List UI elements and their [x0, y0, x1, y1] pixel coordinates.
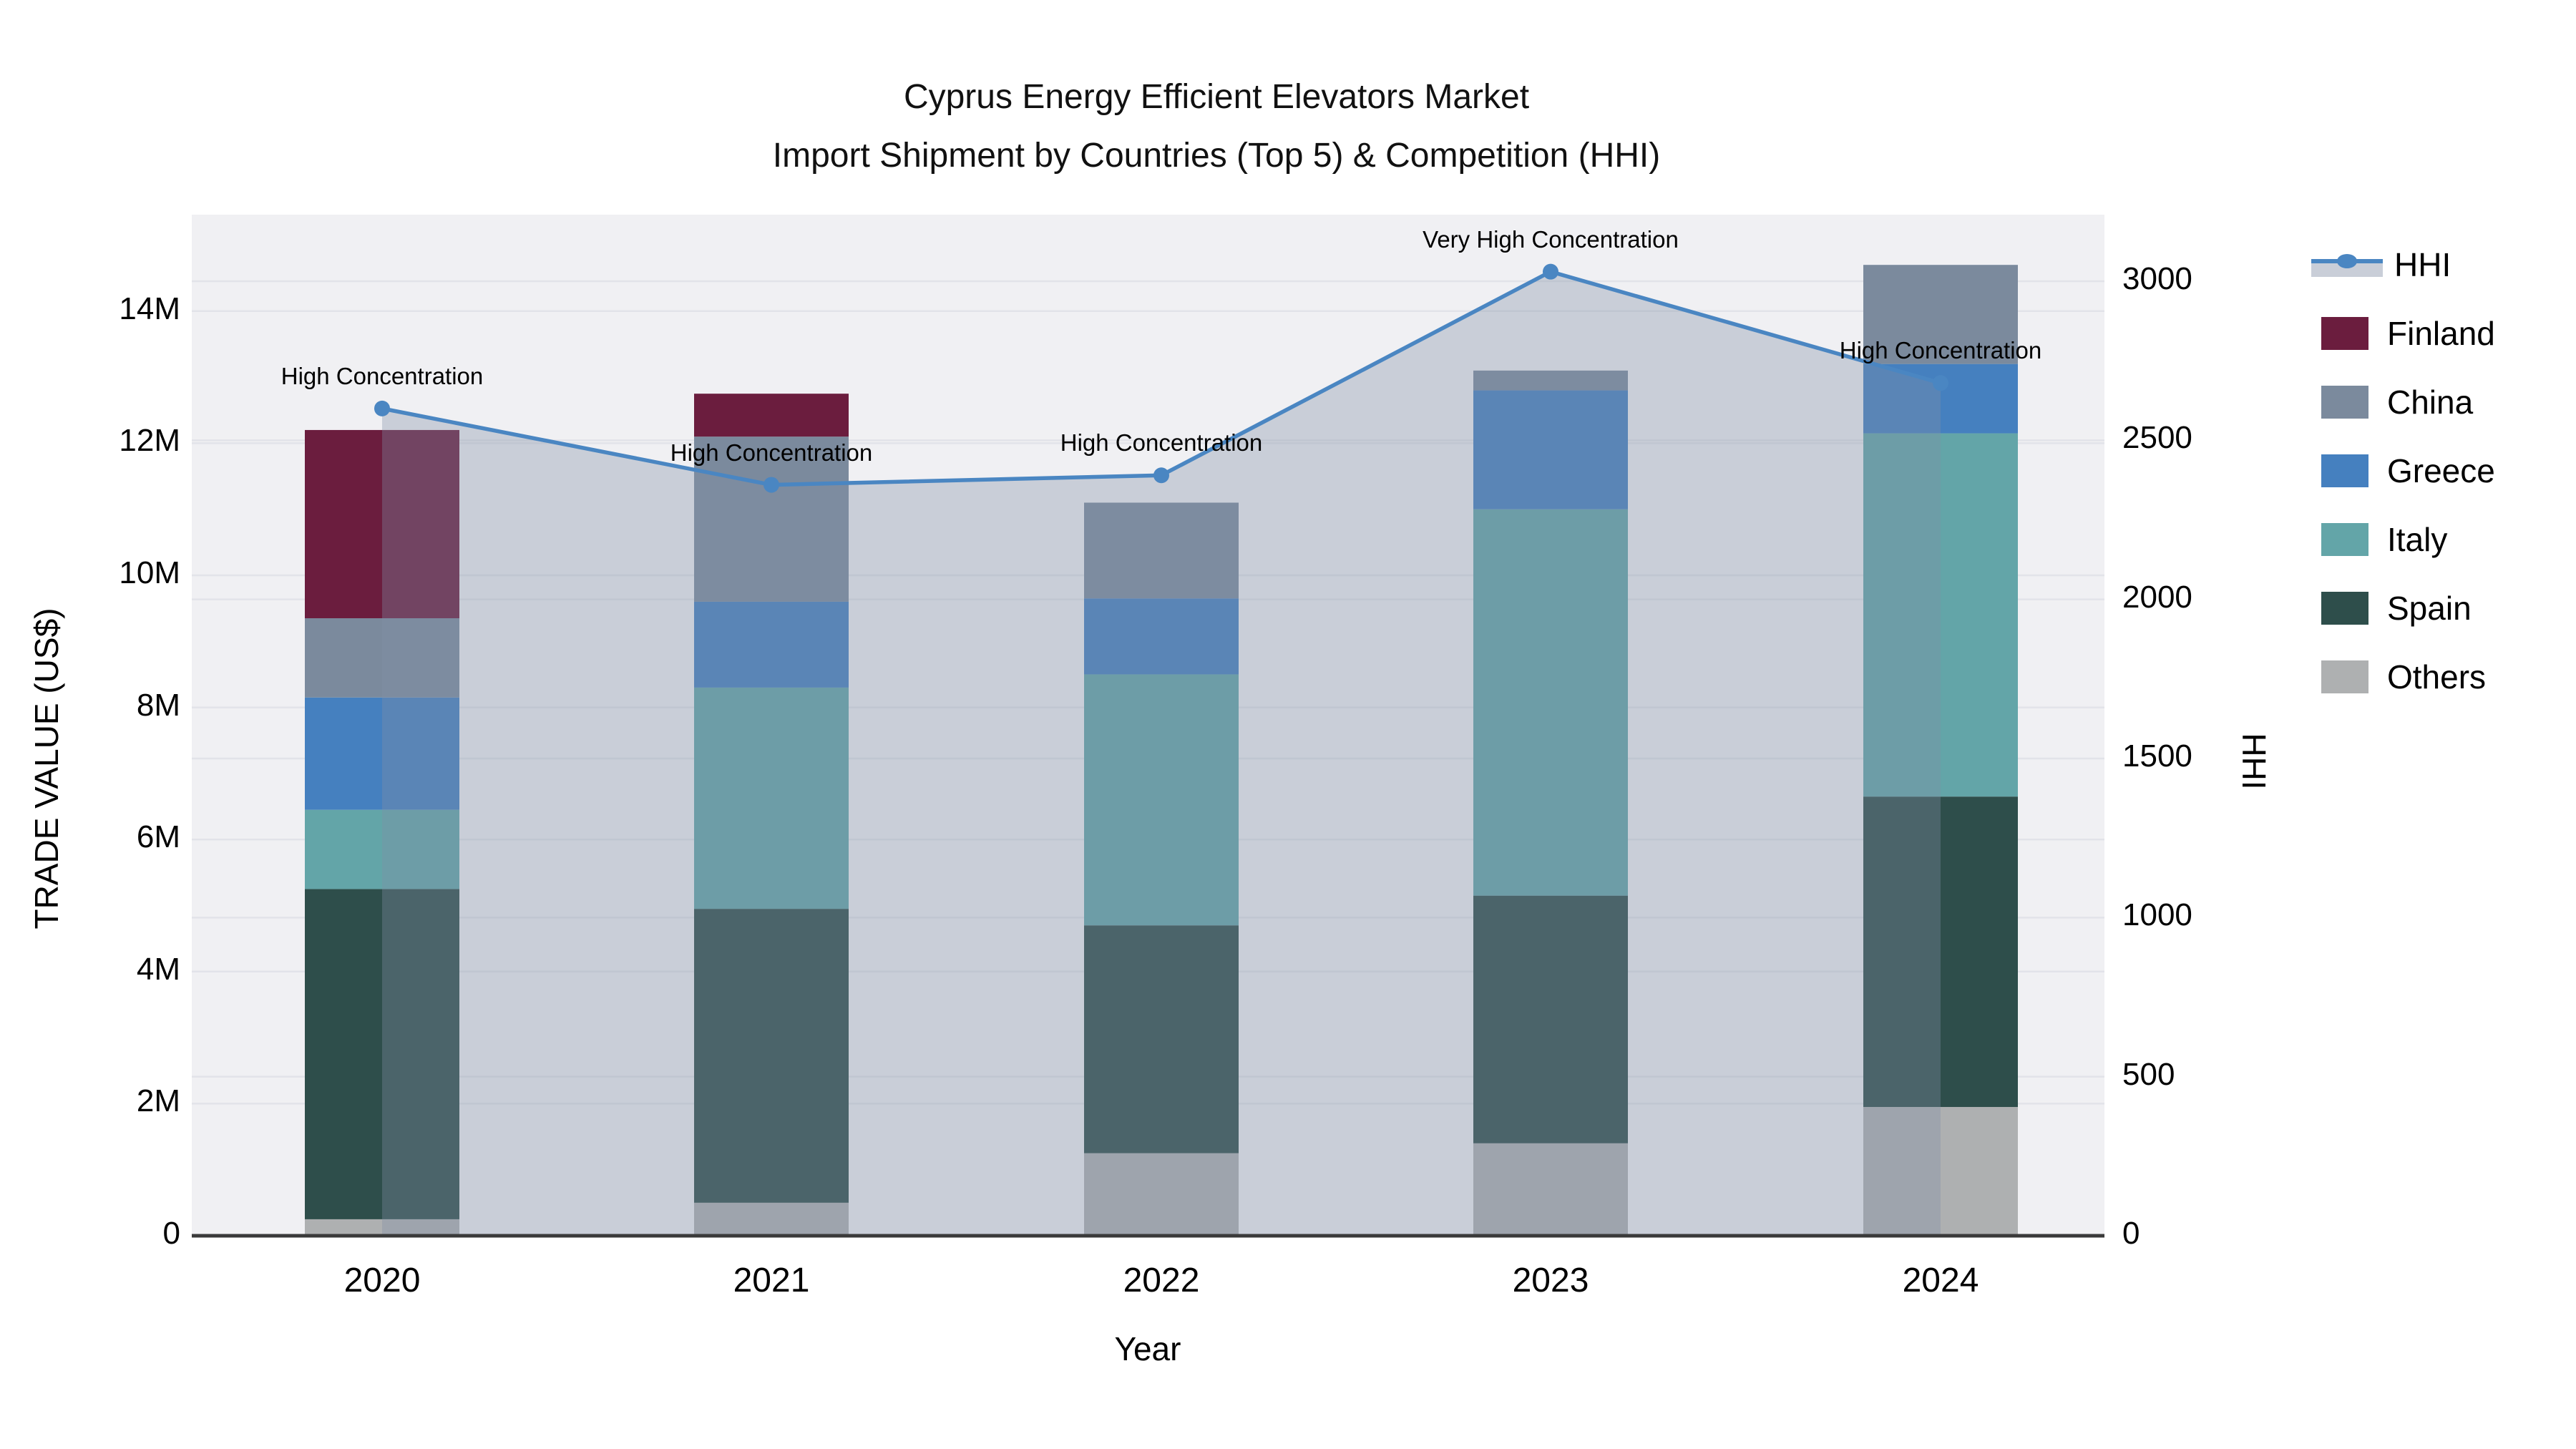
hhi-area — [382, 271, 1941, 1236]
italy-swatch-icon — [2321, 523, 2368, 556]
y-right-tick-2500: 2500 — [2122, 420, 2192, 456]
y-right-tick-3000: 3000 — [2122, 261, 2192, 296]
bar-segment-greece-2021 — [694, 601, 849, 688]
y-left-tick-0: 0 — [162, 1216, 180, 1251]
bar-segment-greece-2023 — [1473, 390, 1628, 509]
bar-segment-finland-2020 — [305, 429, 459, 618]
spain-swatch-icon — [2321, 592, 2368, 625]
bar-segment-china-2023 — [1473, 370, 1628, 391]
y-right-tick-500: 500 — [2122, 1056, 2175, 1092]
bar-segment-italy-2023 — [1473, 509, 1628, 896]
legend-label: Italy — [2387, 521, 2448, 558]
legend-item-china: China — [2311, 368, 2495, 436]
hhi-marker-2024 — [1933, 375, 1948, 391]
greece-swatch-icon — [2321, 454, 2368, 487]
y-right-tick-0: 0 — [2122, 1216, 2140, 1251]
legend-label: Finland — [2387, 315, 2495, 352]
bar-segment-italy-2020 — [305, 809, 459, 889]
bar-segment-china-2024 — [1863, 265, 2018, 364]
legend-item-hhi: HHI — [2311, 230, 2495, 299]
bar-segment-others-2020 — [305, 1219, 459, 1236]
bar-segment-spain-2024 — [1863, 796, 2018, 1108]
chart-title: Cyprus Energy Efficient Elevators Market — [903, 78, 1530, 116]
bar-segment-others-2022 — [1084, 1153, 1239, 1236]
legend-item-others: Others — [2311, 643, 2495, 711]
bar-segment-china-2022 — [1084, 502, 1239, 599]
others-swatch-icon — [2321, 660, 2368, 693]
bar-segment-italy-2021 — [694, 687, 849, 909]
x-tick-2023: 2023 — [1512, 1262, 1589, 1299]
bar-segment-others-2024 — [1863, 1107, 2018, 1236]
hhi-marker-2021 — [763, 477, 779, 493]
legend-label: HHI — [2394, 246, 2451, 283]
hhi-marker-2023 — [1543, 263, 1558, 280]
x-tick-2022: 2022 — [1123, 1262, 1200, 1299]
hhi-line-sample-icon — [2311, 254, 2383, 277]
y-right-tick-1000: 1000 — [2122, 897, 2192, 933]
bar-segment-others-2023 — [1473, 1143, 1628, 1236]
y-right-tick-1500: 1500 — [2122, 738, 2192, 774]
y-right-tick-2000: 2000 — [2122, 579, 2192, 615]
y-left-tick-12M: 12M — [119, 423, 180, 459]
legend-item-finland: Finland — [2311, 299, 2495, 368]
x-tick-2024: 2024 — [1902, 1262, 1979, 1299]
y-left-tick-10M: 10M — [119, 555, 180, 590]
bar-segment-greece-2020 — [305, 697, 459, 810]
bar-segment-spain-2022 — [1084, 925, 1239, 1153]
bar-segment-spain-2020 — [305, 889, 459, 1219]
hhi-marker-2022 — [1153, 467, 1169, 484]
y-axis-title-left: TRADE VALUE (US$) — [28, 608, 65, 930]
y-left-tick-6M: 6M — [136, 819, 180, 855]
x-tick-2020: 2020 — [343, 1262, 421, 1299]
x-axis-title: Year — [1114, 1330, 1181, 1367]
annotation-2020: High Concentration — [280, 362, 484, 389]
y-left-tick-8M: 8M — [136, 687, 180, 723]
bar-segment-spain-2021 — [694, 909, 849, 1203]
legend-label: China — [2387, 384, 2474, 421]
legend: HHI Finland China Greece Italy Spain Others — [2311, 230, 2495, 711]
hhi-marker-2020 — [374, 400, 390, 416]
bar-segment-greece-2022 — [1084, 598, 1239, 675]
y-left-tick-2M: 2M — [136, 1083, 180, 1119]
annotation-2024: High Concentration — [1839, 337, 2042, 364]
bar-segment-italy-2022 — [1084, 674, 1239, 926]
legend-label: Spain — [2387, 590, 2472, 627]
bar-segment-china-2020 — [305, 618, 459, 698]
annotation-2022: High Concentration — [1060, 429, 1263, 457]
bar-segment-italy-2024 — [1863, 433, 2018, 797]
y-left-tick-14M: 14M — [119, 291, 180, 326]
finland-swatch-icon — [2321, 317, 2368, 350]
chart-subtitle: Import Shipment by Countries (Top 5) & C… — [772, 137, 1661, 175]
bar-segment-spain-2023 — [1473, 895, 1628, 1143]
legend-label: Others — [2387, 658, 2487, 696]
bar-segment-finland-2021 — [694, 394, 849, 437]
bar-segment-others-2021 — [694, 1202, 849, 1236]
annotation-2021: High Concentration — [670, 439, 873, 466]
china-swatch-icon — [2321, 386, 2368, 419]
legend-item-italy: Italy — [2311, 505, 2495, 574]
legend-item-greece: Greece — [2311, 436, 2495, 505]
annotation-2023: Very High Concentration — [1423, 225, 1679, 253]
x-tick-2021: 2021 — [733, 1262, 810, 1299]
legend-item-spain: Spain — [2311, 574, 2495, 643]
bar-segment-china-2021 — [694, 436, 849, 602]
legend-label: Greece — [2387, 452, 2495, 489]
y-left-tick-4M: 4M — [136, 951, 180, 987]
